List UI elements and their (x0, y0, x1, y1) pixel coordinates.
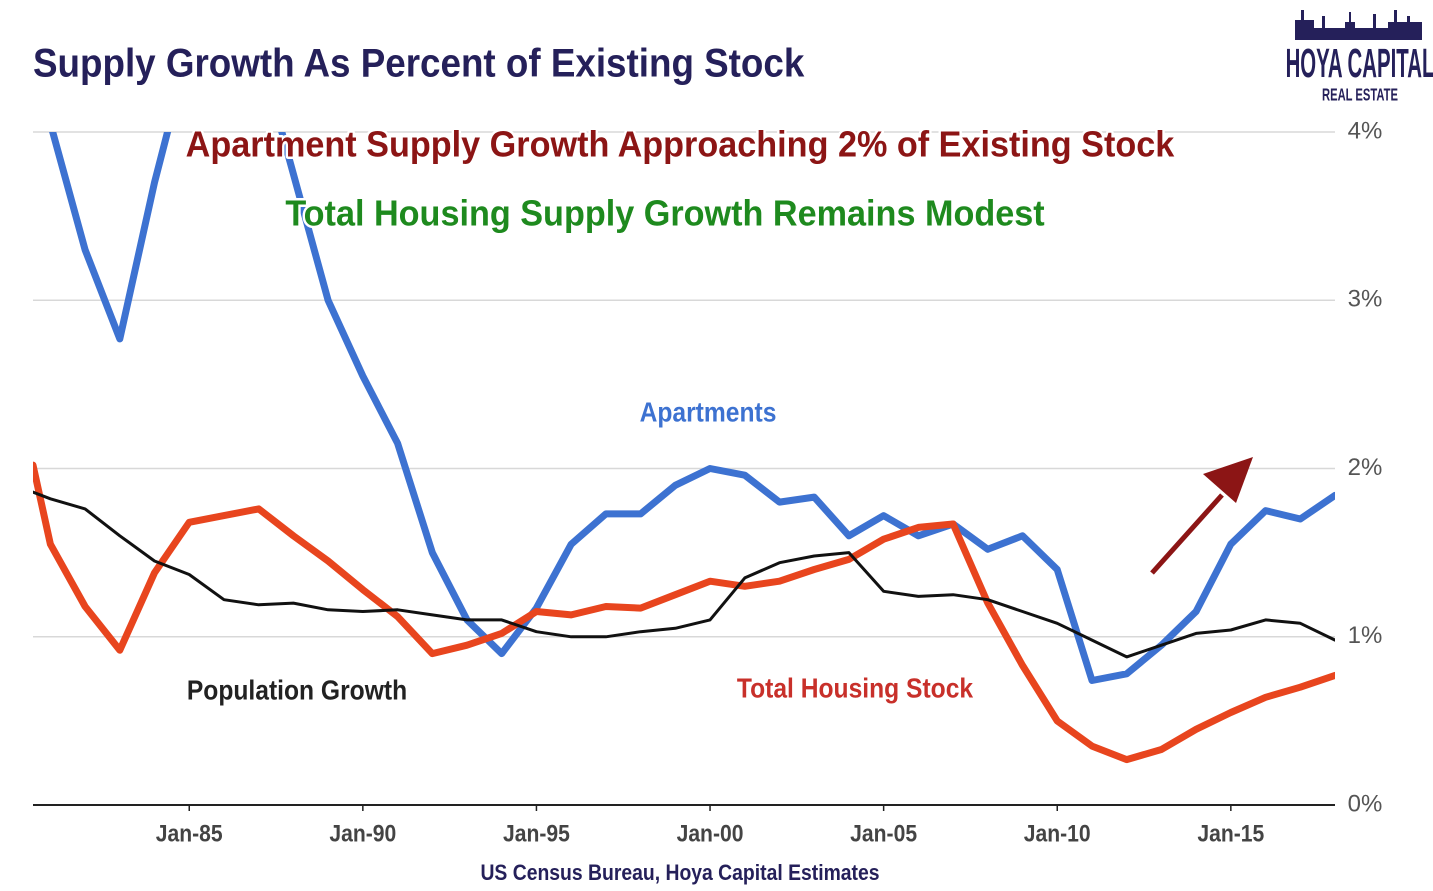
series-label: Population Growth (187, 674, 407, 706)
series-label: Apartments (640, 396, 777, 428)
chart-title: Supply Growth As Percent of Existing Sto… (33, 41, 805, 86)
plot-area (33, 132, 1335, 764)
annotation: Total Housing Supply Growth Remains Mode… (285, 194, 1045, 234)
x-tick-label: Jan-00 (677, 820, 744, 847)
trend-arrow (1150, 493, 1224, 575)
y-tick-label: 0% (1348, 790, 1383, 817)
logo-subtitle: REAL ESTATE (1322, 86, 1398, 105)
logo-name: HOYA CAPITAL (1286, 40, 1433, 86)
x-tick-label: Jan-85 (156, 820, 223, 847)
y-tick-label: 3% (1348, 286, 1383, 313)
series-label: Total Housing Stock (737, 672, 974, 704)
y-tick-label: 1% (1348, 622, 1383, 649)
logo: HOYA CAPITAL REAL ESTATE (1286, 10, 1433, 105)
series-line (33, 490, 1335, 659)
x-tick-label: Jan-15 (1197, 820, 1264, 847)
x-tick-label: Jan-10 (1024, 820, 1091, 847)
logo-skyline (1295, 10, 1422, 40)
trend-arrowhead (1203, 457, 1253, 503)
x-tick-label: Jan-90 (329, 820, 396, 847)
y-tick-label: 2% (1348, 454, 1383, 481)
x-tick-label: Jan-95 (503, 820, 570, 847)
x-tick-label: Jan-05 (850, 820, 917, 847)
series-line (49, 132, 1335, 684)
annotation: Apartment Supply Growth Approaching 2% o… (186, 125, 1175, 165)
y-tick-label: 4% (1348, 117, 1383, 144)
series-line (33, 461, 1335, 764)
source-note: US Census Bureau, Hoya Capital Estimates (480, 861, 879, 885)
